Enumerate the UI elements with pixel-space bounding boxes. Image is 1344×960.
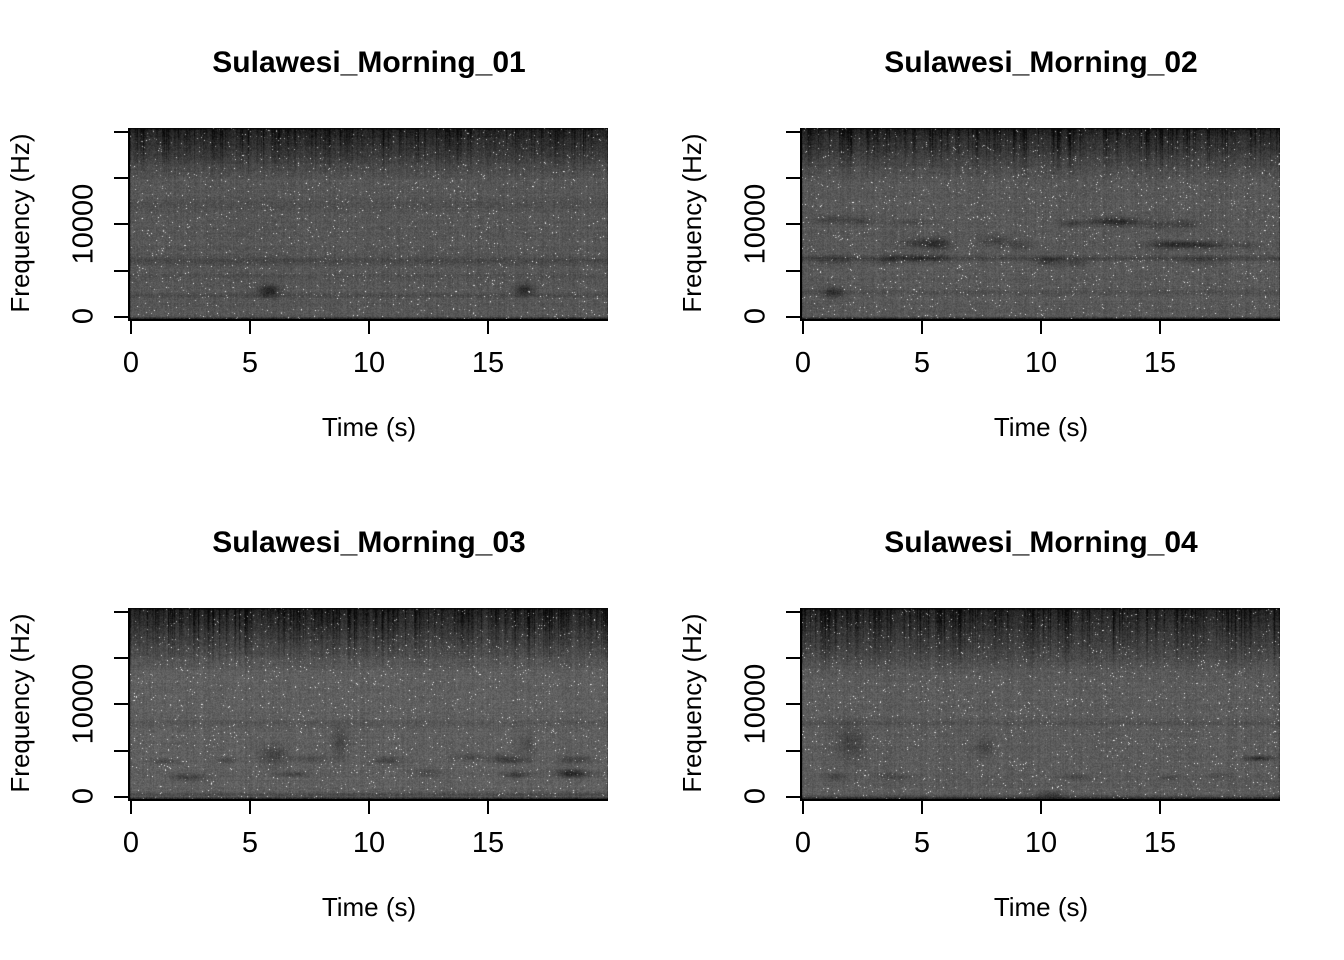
x-axis-line (128, 319, 608, 321)
y-tick-label-10000: 10000 (67, 663, 100, 745)
spectrogram-panel-02: Sulawesi_Morning_02 Frequency (Hz) 10000… (672, 0, 1344, 480)
y-tick-label-0: 0 (67, 307, 100, 325)
y-tick (786, 131, 801, 133)
y-axis-line (128, 608, 130, 800)
y-tick (786, 270, 801, 272)
x-tick (1159, 801, 1161, 814)
spectrogram-panel-03: Sulawesi_Morning_03 Frequency (Hz) 10000… (0, 480, 672, 960)
x-tick (130, 801, 132, 814)
y-tick (114, 750, 129, 752)
x-tick (1159, 321, 1161, 334)
x-tick (1040, 321, 1042, 334)
y-axis-line (128, 128, 130, 320)
x-tick-label: 10 (1024, 827, 1058, 859)
x-tick-label: 0 (794, 347, 812, 379)
x-tick-label: 10 (1024, 347, 1058, 379)
x-axis-title: Time (s) (321, 412, 417, 442)
x-axis-line (800, 799, 1280, 801)
y-tick-label-0: 0 (739, 307, 772, 325)
panel-title: Sulawesi_Morning_03 (212, 526, 526, 559)
y-tick (786, 316, 801, 318)
x-tick (249, 801, 251, 814)
y-axis-line (800, 128, 802, 320)
x-tick (130, 321, 132, 334)
x-tick (487, 321, 489, 334)
y-tick (114, 223, 129, 225)
y-tick (114, 657, 129, 659)
y-tick (114, 131, 129, 133)
y-axis-title: Frequency (Hz) (677, 613, 707, 793)
x-tick (802, 321, 804, 334)
spectrogram-image (130, 128, 608, 319)
x-tick-label: 15 (471, 347, 505, 379)
x-tick (368, 321, 370, 334)
x-tick-label: 15 (1143, 827, 1177, 859)
x-axis-line (128, 799, 608, 801)
x-tick (368, 801, 370, 814)
y-tick-label-10000: 10000 (739, 663, 772, 745)
y-tick (786, 657, 801, 659)
spectrogram-image (130, 608, 608, 799)
x-tick (249, 321, 251, 334)
y-tick (786, 611, 801, 613)
x-tick-label: 5 (913, 827, 931, 859)
y-tick (786, 796, 801, 798)
x-tick-label: 15 (471, 827, 505, 859)
x-tick (921, 321, 923, 334)
y-tick (786, 177, 801, 179)
y-axis-title: Frequency (Hz) (5, 133, 35, 313)
spectrogram-image (802, 608, 1280, 799)
x-tick-label: 5 (241, 827, 259, 859)
y-tick (786, 750, 801, 752)
y-tick (114, 611, 129, 613)
x-tick (921, 801, 923, 814)
spectrogram-panel-01: Sulawesi_Morning_01 Frequency (Hz) 10000… (0, 0, 672, 480)
spectrogram-image (802, 128, 1280, 319)
x-axis-title: Time (s) (321, 892, 417, 922)
y-axis-title: Frequency (Hz) (5, 613, 35, 793)
x-tick-label: 10 (352, 827, 386, 859)
x-tick-label: 0 (794, 827, 812, 859)
y-tick-label-10000: 10000 (739, 183, 772, 265)
y-tick (114, 316, 129, 318)
panel-title: Sulawesi_Morning_04 (884, 526, 1198, 559)
y-tick (114, 270, 129, 272)
x-axis-line (800, 319, 1280, 321)
y-tick-label-10000: 10000 (67, 183, 100, 265)
x-tick (487, 801, 489, 814)
spectrogram-panel-04: Sulawesi_Morning_04 Frequency (Hz) 10000… (672, 480, 1344, 960)
y-tick (114, 703, 129, 705)
y-tick-label-0: 0 (67, 787, 100, 805)
y-tick (114, 177, 129, 179)
x-tick-label: 10 (352, 347, 386, 379)
x-axis-title: Time (s) (993, 412, 1089, 442)
x-axis-title: Time (s) (993, 892, 1089, 922)
x-tick (802, 801, 804, 814)
x-tick-label: 5 (241, 347, 259, 379)
y-axis-line (800, 608, 802, 800)
x-tick-label: 0 (122, 827, 140, 859)
y-tick (114, 796, 129, 798)
y-axis-title: Frequency (Hz) (677, 133, 707, 313)
x-tick-label: 0 (122, 347, 140, 379)
y-tick-label-0: 0 (739, 787, 772, 805)
x-tick (1040, 801, 1042, 814)
x-tick-label: 15 (1143, 347, 1177, 379)
panel-title: Sulawesi_Morning_01 (212, 46, 526, 79)
x-tick-label: 5 (913, 347, 931, 379)
y-tick (786, 703, 801, 705)
y-tick (786, 223, 801, 225)
panel-title: Sulawesi_Morning_02 (884, 46, 1198, 79)
